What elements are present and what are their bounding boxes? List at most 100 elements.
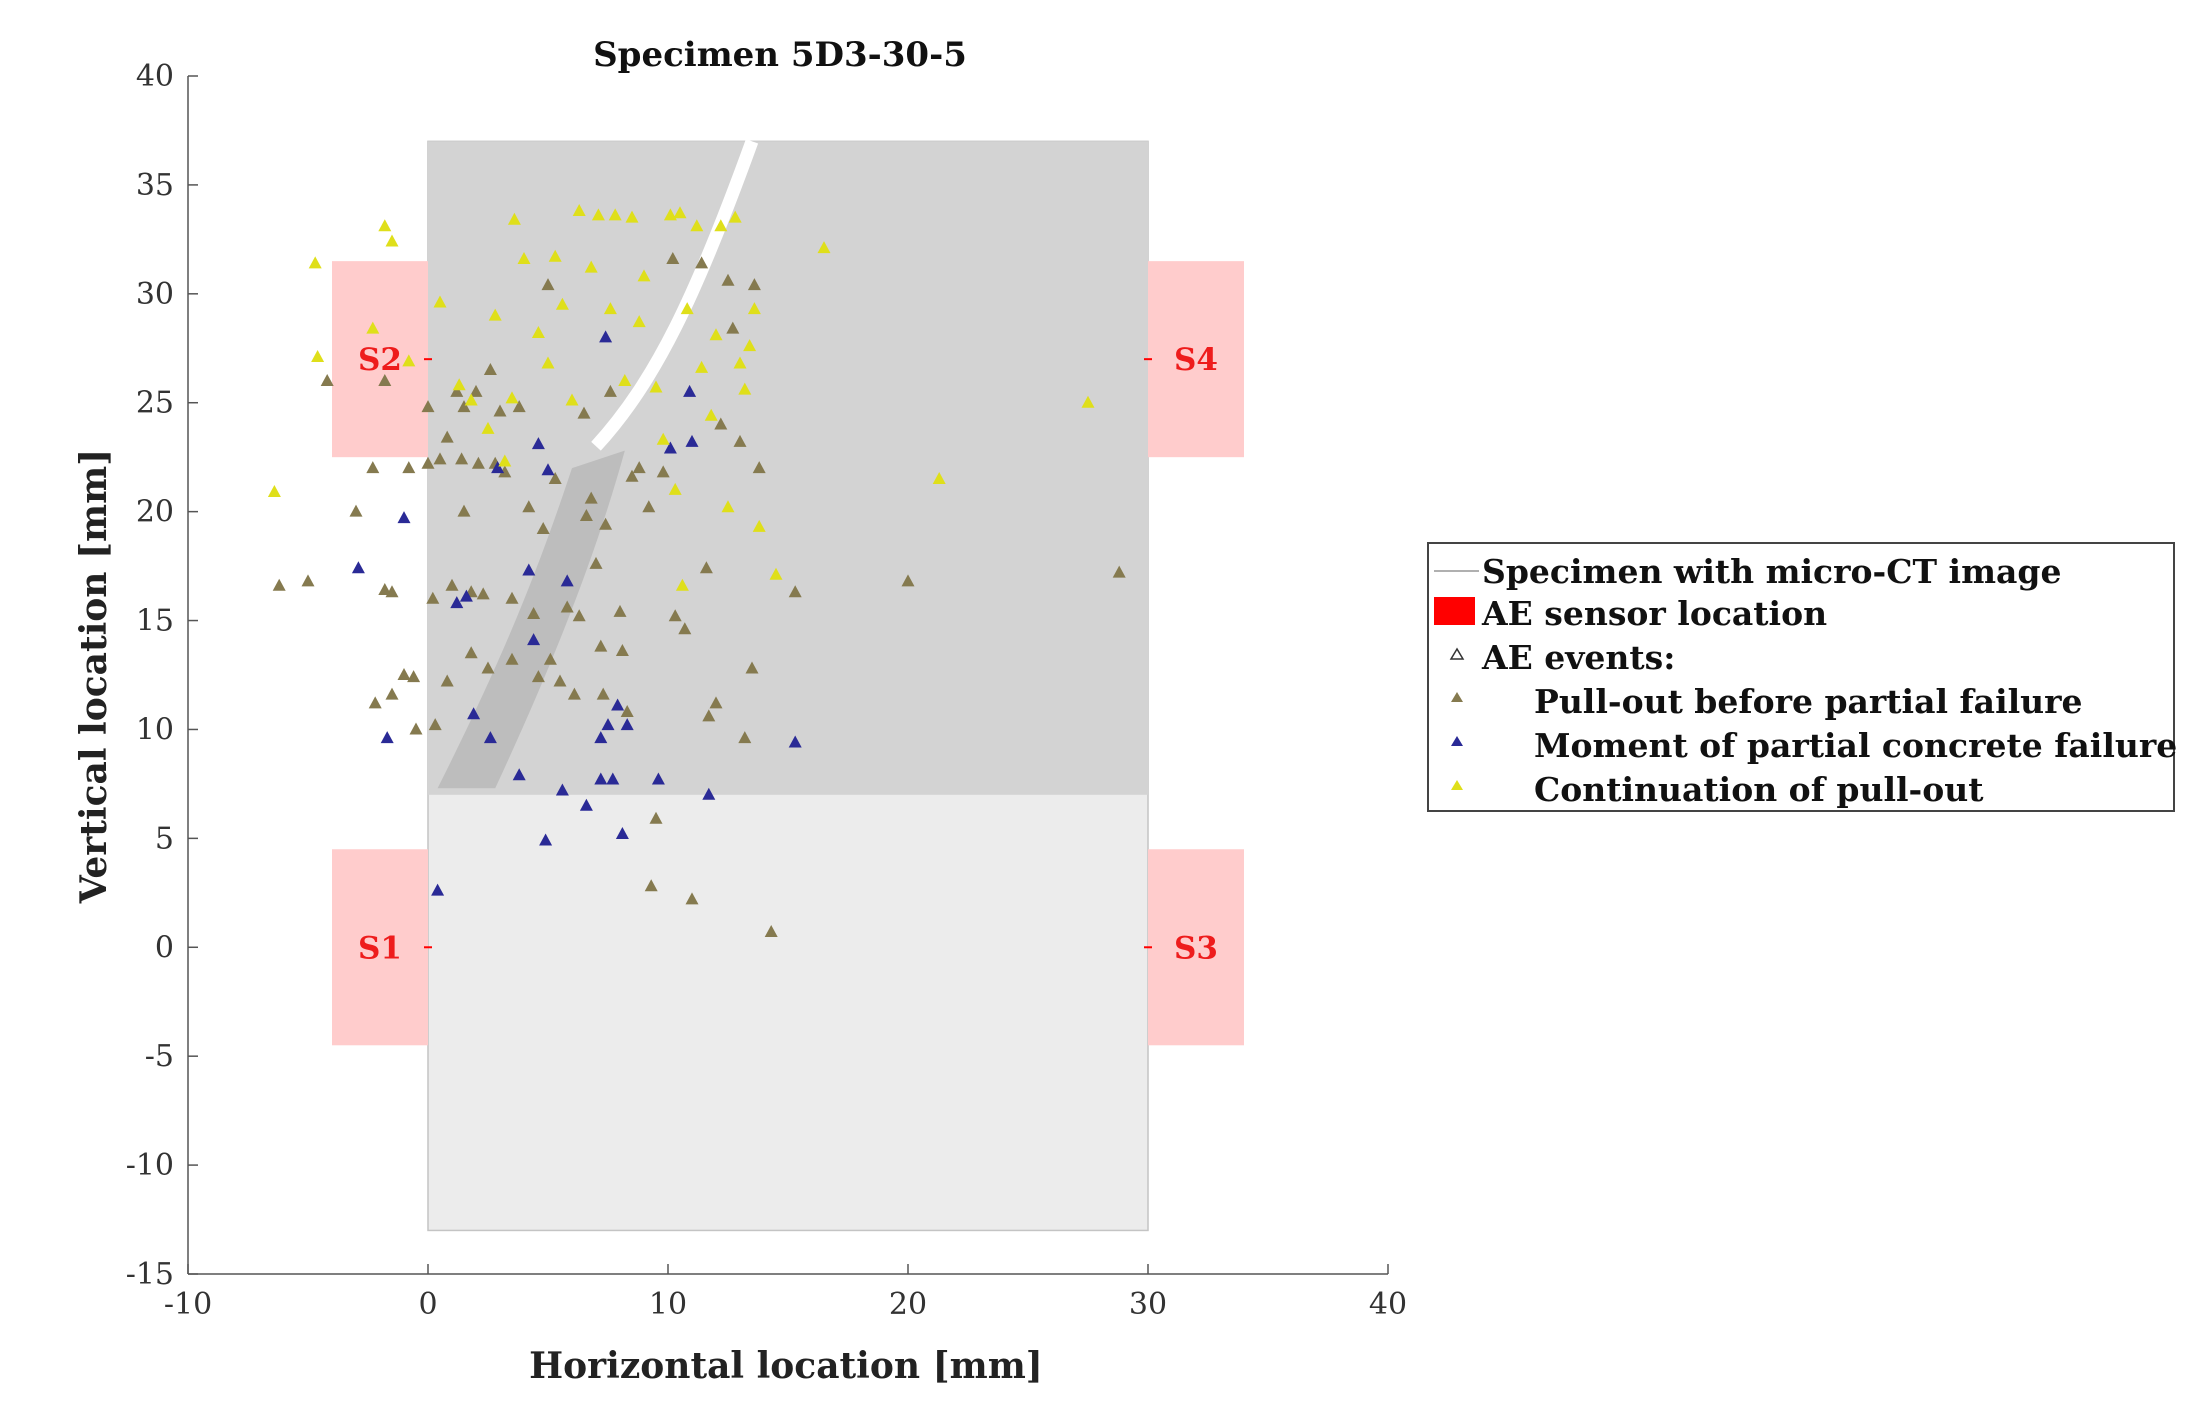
event-marker-series-2 xyxy=(366,321,380,334)
chart-title: Specimen 5D3-30-5 xyxy=(593,35,967,75)
legend-entry-ae-events: AE events: xyxy=(1481,638,1675,677)
event-marker-series-2 xyxy=(311,349,325,362)
event-marker-series-2 xyxy=(1081,395,1095,408)
event-marker-series-0 xyxy=(421,400,435,413)
event-marker-series-0 xyxy=(1112,565,1126,578)
sensor-label-s2: S2 xyxy=(358,342,402,378)
event-marker-series-0 xyxy=(579,508,593,521)
event-marker-series-2 xyxy=(625,210,639,223)
y-tick-label: -10 xyxy=(126,1148,174,1183)
event-marker-series-2 xyxy=(714,219,728,232)
event-marker-series-2 xyxy=(675,578,689,591)
event-marker-series-0 xyxy=(531,670,545,683)
sensor-s4 xyxy=(1148,261,1244,458)
event-marker-series-1 xyxy=(527,633,541,646)
event-marker-series-2 xyxy=(709,328,723,341)
event-marker-series-2 xyxy=(555,297,569,310)
event-marker-series-1 xyxy=(483,731,497,744)
event-marker-series-0 xyxy=(642,500,656,513)
event-marker-series-0 xyxy=(709,696,723,709)
event-marker-series-1 xyxy=(522,563,536,576)
event-marker-series-2 xyxy=(402,354,416,367)
event-marker-series-2 xyxy=(680,302,694,315)
event-marker-series-0 xyxy=(469,384,483,397)
legend-entry-partial-failure: Moment of partial concrete failure xyxy=(1534,726,2177,765)
y-tick-label: 15 xyxy=(136,604,174,639)
event-marker-series-0 xyxy=(613,604,627,617)
event-marker-series-2 xyxy=(673,206,687,219)
x-tick-label: 30 xyxy=(1129,1287,1167,1322)
event-marker-series-2 xyxy=(565,393,579,406)
event-marker-series-1 xyxy=(531,437,545,450)
event-marker-series-2 xyxy=(769,567,783,580)
event-marker-series-0 xyxy=(649,811,663,824)
event-marker-series-0 xyxy=(426,591,440,604)
event-marker-series-0 xyxy=(567,687,581,700)
event-marker-series-0 xyxy=(615,644,629,657)
event-marker-series-1 xyxy=(541,463,555,476)
event-marker-series-2 xyxy=(488,308,502,321)
event-marker-series-2 xyxy=(464,393,478,406)
event-marker-series-2 xyxy=(572,204,586,217)
legend: Specimen with micro-CT image AE sensor l… xyxy=(1427,542,2177,812)
event-marker-series-1 xyxy=(351,561,365,574)
event-marker-series-1 xyxy=(431,883,445,896)
event-marker-series-2 xyxy=(608,208,622,221)
event-marker-series-0 xyxy=(366,461,380,474)
event-marker-series-0 xyxy=(577,406,591,419)
event-marker-series-0 xyxy=(536,522,550,535)
event-marker-series-1 xyxy=(601,718,615,731)
event-marker-series-2 xyxy=(733,356,747,369)
sensor-s1 xyxy=(332,849,428,1046)
event-marker-series-0 xyxy=(788,585,802,598)
legend-box xyxy=(1427,542,2175,812)
event-marker-series-2 xyxy=(517,251,531,264)
event-marker-series-0 xyxy=(464,646,478,659)
event-marker-series-2 xyxy=(738,382,752,395)
event-marker-series-0 xyxy=(320,373,334,386)
event-marker-series-2 xyxy=(728,210,742,223)
event-marker-series-0 xyxy=(541,278,555,291)
event-marker-series-1 xyxy=(397,511,411,524)
event-marker-series-2 xyxy=(433,295,447,308)
event-marker-series-1 xyxy=(560,574,574,587)
event-marker-series-2 xyxy=(932,471,946,484)
event-marker-series-1 xyxy=(683,384,697,397)
event-marker-series-2 xyxy=(591,208,605,221)
event-marker-series-2 xyxy=(668,482,682,495)
event-marker-series-0 xyxy=(402,461,416,474)
y-tick-label: 20 xyxy=(136,495,174,530)
event-marker-series-2 xyxy=(704,408,718,421)
legend-sensor-swatch-icon xyxy=(1434,597,1475,625)
x-tick-label: 10 xyxy=(649,1287,687,1322)
y-tick-label: 30 xyxy=(136,277,174,312)
event-marker-series-0 xyxy=(668,609,682,622)
event-marker-series-0 xyxy=(695,256,709,269)
event-marker-series-0 xyxy=(440,674,454,687)
event-marker-series-0 xyxy=(433,452,447,465)
event-marker-series-0 xyxy=(385,687,399,700)
event-marker-series-2 xyxy=(505,391,519,404)
event-marker-series-1 xyxy=(594,772,608,785)
event-marker-series-1 xyxy=(512,768,526,781)
event-marker-series-0 xyxy=(572,609,586,622)
event-marker-series-2 xyxy=(452,378,466,391)
legend-partial-failure-triangle-icon xyxy=(1451,736,1463,746)
y-tick-label: 0 xyxy=(155,930,174,965)
event-marker-series-0 xyxy=(483,363,497,376)
ct-fiber-channel xyxy=(437,450,625,789)
event-marker-series-2 xyxy=(378,219,392,232)
x-tick-label: 40 xyxy=(1369,1287,1407,1322)
event-marker-series-0 xyxy=(620,705,634,718)
event-marker-series-1 xyxy=(539,833,553,846)
legend-entry-continuation: Continuation of pull-out xyxy=(1534,770,1984,809)
y-tick-label: -5 xyxy=(145,1039,174,1074)
event-marker-series-0 xyxy=(527,607,541,620)
x-tick-label: 0 xyxy=(418,1287,437,1322)
sensor-s3 xyxy=(1148,849,1244,1046)
event-marker-series-0 xyxy=(747,278,761,291)
y-tick-label: 35 xyxy=(136,168,174,203)
event-marker-series-1 xyxy=(615,827,629,840)
plot-area: S1 S2 S3 S4 xyxy=(332,139,1244,1232)
